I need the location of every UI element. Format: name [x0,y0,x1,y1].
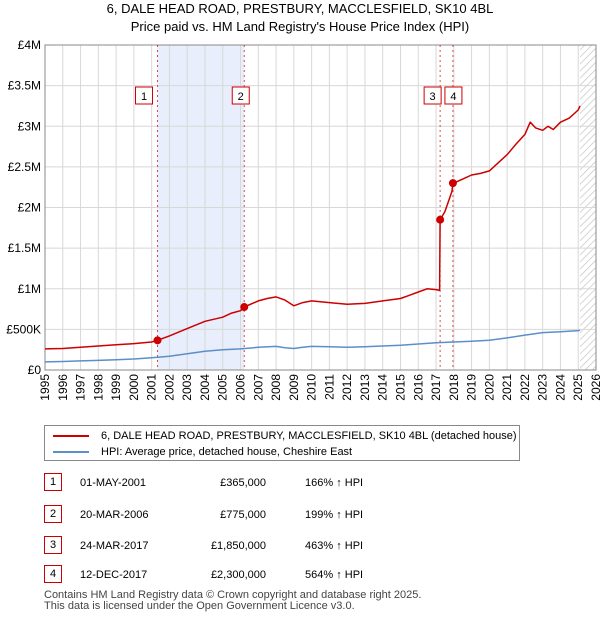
sale-point [436,215,445,224]
sale-date: 01-MAY-2001 [80,477,147,489]
sale-date: 24-MAR-2017 [80,540,149,552]
sale-badge: 2 [44,505,62,523]
sale-label-text: 3 [430,91,436,103]
sale-row: 4 12-DEC-2017 £2,300,000 564% ↑ HPI [0,565,600,585]
sale-label-text: 2 [238,91,244,103]
chart-title: 6, DALE HEAD ROAD, PRESTBURY, MACCLESFIE… [0,0,600,36]
y-tick-label: £3M [18,119,41,133]
sale-badge: 4 [44,565,62,583]
plot-border [44,44,597,371]
x-tick-label: 2016 [411,374,425,401]
footer-line-1: Contains HM Land Registry data © Crown c… [44,589,422,601]
y-tick-label: £0 [28,363,42,377]
footer: Contains HM Land Registry data © Crown c… [44,590,421,612]
legend-hpi-swatch [53,451,89,454]
x-tick-label: 1998 [91,374,105,401]
x-tick-label: 2022 [518,374,532,401]
x-tick-label: 2018 [447,374,461,401]
y-tick-label: £4M [18,38,41,52]
legend-hpi: HPI: Average price, detached house, Ches… [53,444,352,460]
price-chart: £0 £500K £1M £1.5M £2M £2.5M £3M £3.5M £4M 1995 19… [6,38,600,401]
hpi-line [44,329,581,363]
x-tick-label: 2007 [251,374,265,401]
x-tick-label: 2024 [553,374,567,401]
sale-hpi-change: 564% ↑ HPI [305,569,364,581]
x-tick-label: 1996 [56,374,70,401]
x-tick-label: 2012 [340,374,354,401]
title-line-2: Price paid vs. HM Land Registry's House … [130,19,470,34]
x-tick-label: 2000 [127,374,141,401]
x-tick-label: 2015 [393,374,407,401]
sale-price: £1,850,000 [210,540,266,552]
x-tick-label: 2005 [216,374,230,401]
sale-label-box [444,86,463,105]
sale-row: 2 20-MAR-2006 £775,000 199% ↑ HPI [0,505,600,525]
x-tick-label: 2025 [571,374,585,401]
sale-date: 20-MAR-2006 [80,509,149,521]
sale-row: 1 01-MAY-2001 £365,000 166% ↑ HPI [0,473,600,493]
x-tick-label: 2009 [287,374,301,401]
x-tick-label: 1995 [38,374,52,401]
y-tick-label: £1M [18,282,41,296]
legend-property: 6, DALE HEAD ROAD, PRESTBURY, MACCLESFIE… [53,428,517,444]
x-tick-label: 1999 [109,374,123,401]
sale-hpi-change: 166% ↑ HPI [305,477,364,489]
y-tick-label: £2.5M [8,160,41,174]
sale-point [448,179,457,188]
y-tick-label: £2M [18,201,41,215]
x-tick-label: 2001 [145,374,159,401]
x-tick-label: 2017 [429,374,443,401]
x-tick-label: 2026 [589,374,600,401]
legend-property-swatch [53,435,89,438]
x-tick-label: 2006 [234,374,248,401]
x-tick-label: 2021 [500,374,514,401]
x-tick-label: 2014 [376,374,390,401]
sale-date: 12-DEC-2017 [80,569,148,581]
x-tick-label: 2023 [536,374,550,401]
sale-label-text: 4 [450,91,456,103]
sale-row: 3 24-MAR-2017 £1,850,000 463% ↑ HPI [0,536,600,556]
sale-label-box [231,86,250,105]
legend-hpi-label: HPI: Average price, detached house, Ches… [101,446,353,458]
legend: 6, DALE HEAD ROAD, PRESTBURY, MACCLESFIE… [44,425,520,461]
sale-label-box [135,86,154,105]
x-tick-label: 1997 [74,374,88,401]
sale-hpi-change: 199% ↑ HPI [305,509,364,521]
x-tick-label: 2013 [358,374,372,401]
sale-label-box [423,86,442,105]
x-tick-label: 2004 [198,374,212,401]
sale-price: £775,000 [220,509,266,521]
property-price-line [44,105,581,350]
y-tick-label: £1.5M [8,241,41,255]
y-tick-label: £3.5M [8,79,41,93]
sale-label-text: 1 [141,91,147,103]
x-tick-label: 2020 [482,374,496,401]
footer-line-2: This data is licensed under the Open Gov… [44,600,355,612]
title-line-1: 6, DALE HEAD ROAD, PRESTBURY, MACCLESFIE… [106,1,494,16]
x-tick-label: 2011 [322,374,336,400]
legend-property-label: 6, DALE HEAD ROAD, PRESTBURY, MACCLESFIE… [101,430,517,442]
sale-badge: 1 [44,473,62,491]
x-tick-label: 2010 [305,374,319,401]
x-tick-label: 2003 [180,374,194,401]
x-tick-label: 2019 [465,374,479,401]
x-tick-label: 2002 [162,374,176,401]
sale-badge: 3 [44,536,62,554]
sale-price: £365,000 [220,477,266,489]
sale-hpi-change: 463% ↑ HPI [305,540,364,552]
sale-point [153,336,162,345]
sale-price: £2,300,000 [210,569,266,581]
y-tick-label: £500K [6,322,41,336]
sale-point [240,303,249,312]
x-tick-label: 2008 [269,374,283,401]
